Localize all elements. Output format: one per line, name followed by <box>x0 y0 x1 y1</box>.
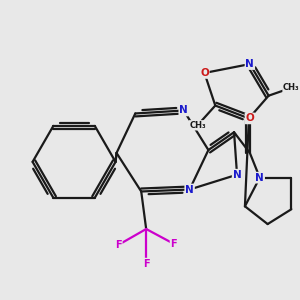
Text: CH₃: CH₃ <box>189 121 206 130</box>
Text: F: F <box>143 259 149 269</box>
Text: N: N <box>255 173 264 183</box>
Text: O: O <box>200 68 209 78</box>
Text: O: O <box>245 113 254 123</box>
Text: F: F <box>115 240 122 250</box>
Text: N: N <box>245 59 254 69</box>
Text: N: N <box>179 106 188 116</box>
Text: N: N <box>185 184 194 194</box>
Text: CH₃: CH₃ <box>283 83 300 92</box>
Text: F: F <box>170 239 177 249</box>
Text: N: N <box>233 170 242 180</box>
